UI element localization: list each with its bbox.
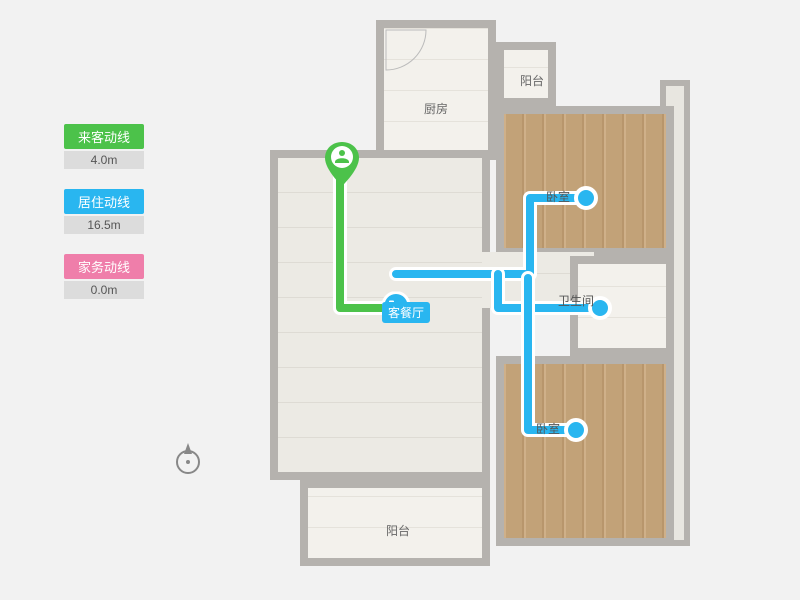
floor-plan: 厨房 阳台 阳台 <box>270 20 690 580</box>
node-bedroom-1 <box>574 186 598 210</box>
node-label-bed2: 卧室 <box>530 418 566 439</box>
node-label-bed1: 卧室 <box>540 186 576 207</box>
paths-overlay <box>270 20 690 580</box>
legend-item-guest: 来客动线 4.0m <box>64 124 144 169</box>
legend-item-resident: 居住动线 16.5m <box>64 189 144 234</box>
legend-value: 0.0m <box>64 281 144 299</box>
guest-start-pin <box>325 142 355 182</box>
legend-title: 家务动线 <box>64 254 144 279</box>
canvas: 来客动线 4.0m 居住动线 16.5m 家务动线 0.0m 厨房 <box>0 0 800 600</box>
compass-icon <box>170 440 206 476</box>
legend-value: 4.0m <box>64 151 144 169</box>
legend-title: 来客动线 <box>64 124 144 149</box>
legend-item-chore: 家务动线 0.0m <box>64 254 144 299</box>
node-label-bath: 卫生间 <box>552 290 600 311</box>
legend-value: 16.5m <box>64 216 144 234</box>
legend: 来客动线 4.0m 居住动线 16.5m 家务动线 0.0m <box>64 124 144 319</box>
node-label-living: 客餐厅 <box>382 302 430 323</box>
node-bedroom-2 <box>564 418 588 442</box>
legend-title: 居住动线 <box>64 189 144 214</box>
